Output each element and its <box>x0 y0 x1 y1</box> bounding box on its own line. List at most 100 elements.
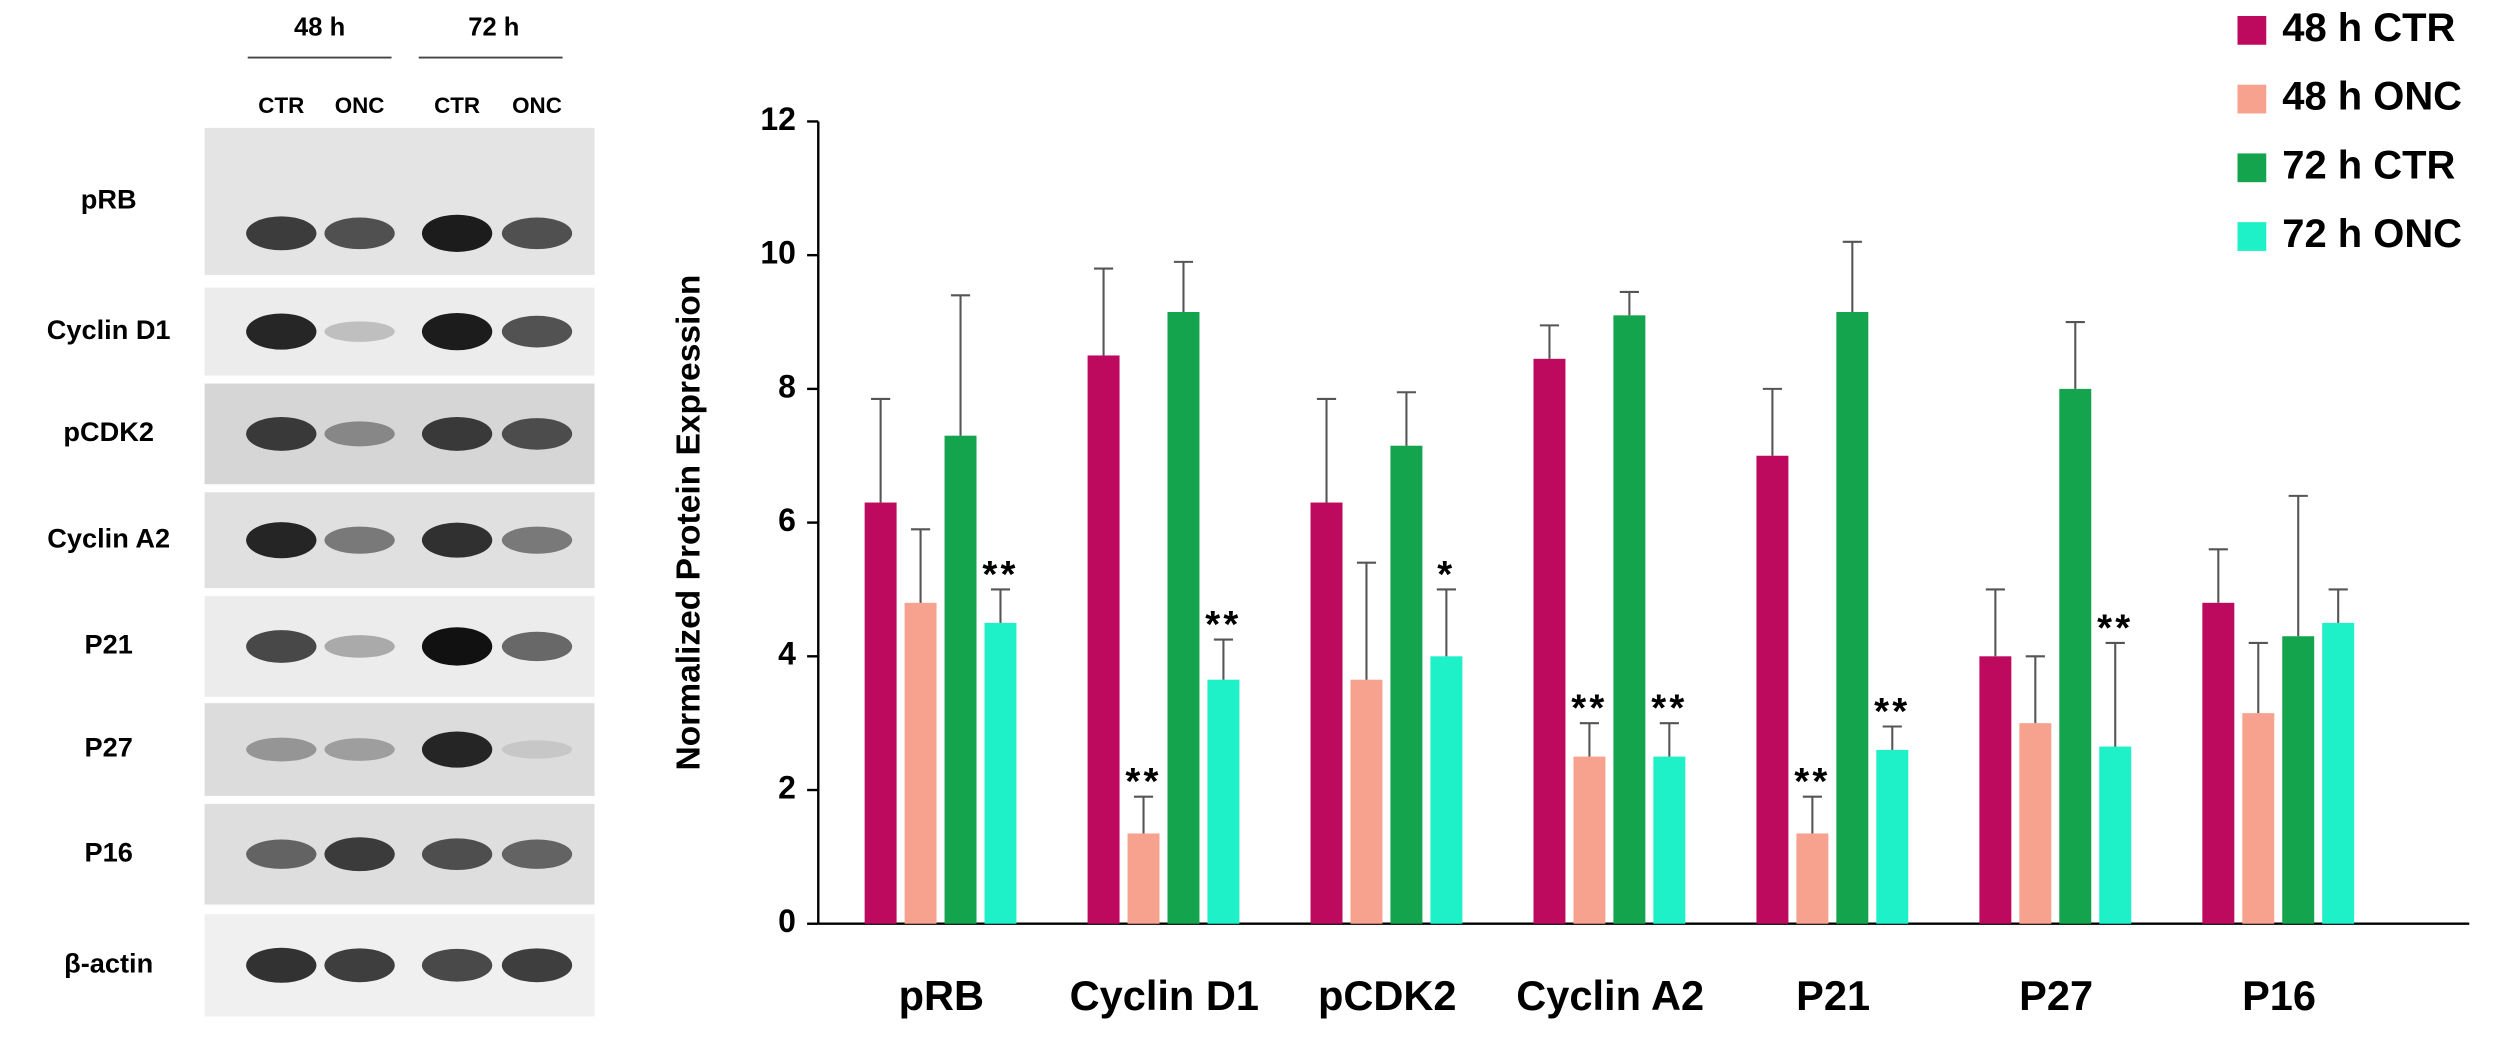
lane-label: CTR <box>434 93 480 118</box>
lane-label: CTR <box>258 93 304 118</box>
blot-band <box>501 315 573 348</box>
significance-label: ** <box>1651 687 1687 730</box>
bar <box>2242 713 2275 924</box>
protein-label: P16 <box>85 836 133 867</box>
lane-label: ONC <box>335 93 385 118</box>
bar <box>904 602 937 924</box>
y-axis-label: Normalized Protein Expression <box>670 275 707 771</box>
significance-label: ** <box>982 553 1018 596</box>
protein-label: pRB <box>81 184 137 215</box>
significance-label: ** <box>1874 690 1910 733</box>
blot-band <box>421 627 493 666</box>
x-tick-label: P27 <box>2019 972 2093 1019</box>
bar <box>2019 723 2052 924</box>
bar <box>2202 602 2235 924</box>
blot-band <box>324 948 395 983</box>
significance-label: ** <box>1571 687 1607 730</box>
y-tick-label: 12 <box>760 101 796 137</box>
x-tick-label: Cyclin A2 <box>1516 972 1704 1019</box>
bar <box>944 435 977 924</box>
protein-label: Cyclin A2 <box>47 522 170 553</box>
blot-band <box>421 522 493 558</box>
blot-band <box>501 526 573 554</box>
blot-band <box>421 731 493 768</box>
bar <box>1350 679 1383 924</box>
blot-band <box>246 416 317 451</box>
blot-band <box>324 526 395 554</box>
blot-band <box>501 740 573 759</box>
legend-swatch <box>2237 222 2267 251</box>
bar <box>1167 311 1200 924</box>
bar <box>984 622 1017 924</box>
blot-band <box>501 839 573 869</box>
significance-label: ** <box>1205 603 1241 646</box>
blot-band <box>421 312 493 351</box>
bar <box>1430 656 1463 924</box>
blot-band <box>246 839 317 869</box>
y-tick-label: 6 <box>778 502 796 538</box>
blot-band <box>246 216 317 251</box>
bar <box>1207 679 1240 924</box>
bar <box>1390 445 1423 924</box>
time-label: 48 h <box>294 14 345 42</box>
bar <box>1979 656 2012 924</box>
protein-label: pCDK2 <box>63 416 154 447</box>
x-tick-label: pCDK2 <box>1318 972 1457 1019</box>
bar <box>2099 746 2132 924</box>
western-blot: 48 h 72 h CTR ONC CTR ONC pRB Cyclin D1 pCDK2 C… <box>47 14 595 1017</box>
significance-label: ** <box>1125 760 1161 803</box>
legend-label: 48 h ONC <box>2282 75 2462 119</box>
x-tick-label: pRB <box>899 972 984 1019</box>
legend-swatch <box>2237 15 2267 45</box>
bar <box>864 502 897 924</box>
bar <box>1836 311 1869 924</box>
legend-swatch <box>2237 153 2267 183</box>
legend-swatch <box>2237 84 2267 114</box>
x-tick-label: P16 <box>2242 972 2316 1019</box>
bar <box>1653 756 1686 924</box>
blot-band <box>421 948 493 982</box>
y-tick-label: 10 <box>760 235 796 271</box>
significance-label: * <box>1437 553 1455 596</box>
y-tick-label: 0 <box>778 903 796 939</box>
x-tick-label: Cyclin D1 <box>1070 972 1259 1019</box>
bar <box>1087 355 1120 924</box>
x-tick-label: P21 <box>1796 972 1870 1019</box>
protein-label: β-actin <box>64 947 153 978</box>
blot-band <box>246 947 317 983</box>
blot-band <box>501 418 573 450</box>
blot-band <box>501 631 573 662</box>
bar <box>1756 455 1789 924</box>
blot-band <box>246 630 317 663</box>
blot-band <box>246 313 317 350</box>
blot-band <box>246 522 317 559</box>
bar <box>1533 358 1566 924</box>
blot-band <box>501 948 573 983</box>
bar <box>2322 622 2355 924</box>
blot-band <box>324 217 395 250</box>
blot-band <box>246 737 317 762</box>
lane-label: ONC <box>512 93 562 118</box>
protein-label: P27 <box>85 732 133 763</box>
blot-band <box>324 421 395 447</box>
blot-band <box>324 635 395 658</box>
time-label: 72 h <box>468 14 519 42</box>
bar <box>2059 388 2092 924</box>
protein-label: Cyclin D1 <box>47 314 171 345</box>
bar <box>1573 756 1606 924</box>
legend-label: 72 h CTR <box>2282 143 2455 187</box>
blot-band <box>324 738 395 761</box>
y-tick-label: 4 <box>778 636 796 672</box>
bar <box>1876 749 1909 924</box>
bar <box>1796 833 1829 924</box>
y-tick-label: 2 <box>778 769 796 805</box>
bar <box>1613 315 1646 924</box>
bar <box>1310 502 1343 924</box>
significance-label: ** <box>1794 760 1830 803</box>
blot-band <box>324 321 395 342</box>
protein-label: P21 <box>85 629 133 660</box>
blot-band <box>421 416 493 451</box>
blot-panel <box>204 127 595 275</box>
blot-band <box>501 217 573 250</box>
